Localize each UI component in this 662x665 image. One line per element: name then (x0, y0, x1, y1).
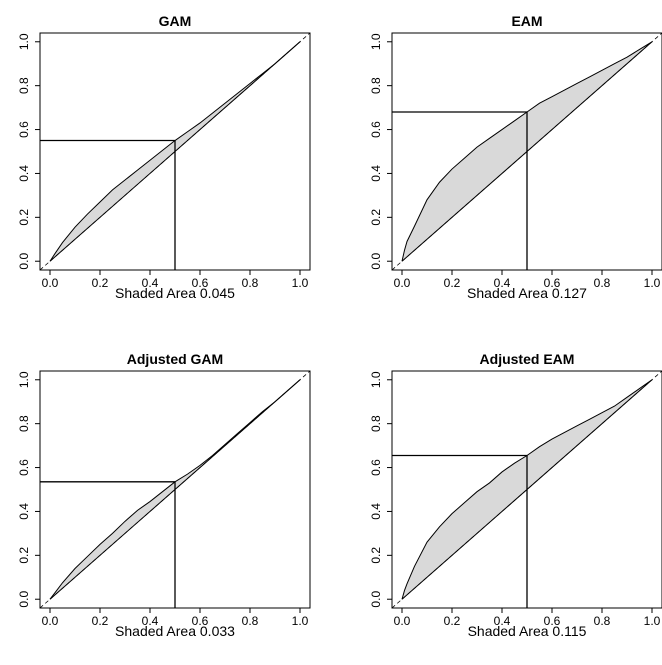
y-tick-label: 0.4 (369, 165, 383, 182)
y-tick-label: 0.0 (369, 591, 383, 608)
y-tick-label: 0.4 (369, 503, 383, 520)
x-tick-label: 0.2 (92, 276, 109, 290)
x-tick-label: 1.0 (292, 276, 309, 290)
x-tick-label: 0.8 (242, 276, 259, 290)
curve-line (401, 41, 653, 262)
plot-frame (391, 370, 662, 609)
panel-title: Adjusted GAM (127, 351, 223, 367)
y-tick-label: 0.2 (369, 547, 383, 564)
panel-adjusted-gam: Adjusted GAM Shaded Area 0.033 0.0 0.2 0.4… (17, 351, 311, 639)
y-tick-label: 0.2 (17, 547, 31, 564)
reference-dashed-line (39, 32, 311, 271)
x-tick-label: 0.4 (494, 276, 511, 290)
y-tick-label: 0.6 (369, 459, 383, 476)
y-tick-label: 0.6 (17, 121, 31, 138)
x-tick-label: 0.0 (42, 276, 59, 290)
curve-line (401, 379, 653, 600)
y-tick-label: 1.0 (17, 371, 31, 388)
panel-eam: EAM Shaded Area 0.127 0.0 0.2 0.4 0.6 0.8 1.0… (369, 13, 662, 301)
panel-adjusted-eam: Adjusted EAM Shaded Area 0.115 0.0 0.2 0.4… (369, 351, 662, 639)
y-tick-label: 0.8 (369, 77, 383, 94)
y-tick-label: 0.4 (17, 503, 31, 520)
y-tick-label: 0.0 (17, 253, 31, 270)
x-tick-label: 1.0 (292, 614, 309, 628)
x-axis-label: Shaded Area 0.127 (467, 285, 587, 301)
x-tick-label: 0.6 (544, 614, 561, 628)
panel-gam: GAM Shaded Area 0.045 0.0 0.2 0.4 0.6 0.8 1.0… (17, 13, 311, 301)
x-tick-label: 0.4 (142, 614, 159, 628)
y-tick-label: 1.0 (369, 33, 383, 50)
x-tick-label: 0.4 (494, 614, 511, 628)
x-axis-label: Shaded Area 0.115 (468, 623, 587, 639)
x-tick-label: 0.0 (394, 276, 411, 290)
plot-frame (391, 32, 662, 271)
x-tick-label: 0.2 (92, 614, 109, 628)
y-tick-label: 0.0 (369, 253, 383, 270)
x-axis-label: Shaded Area 0.045 (115, 285, 235, 301)
plot-frame (39, 370, 311, 609)
x-tick-label: 0.8 (242, 614, 259, 628)
curve-line (49, 379, 301, 600)
y-tick-label: 1.0 (369, 371, 383, 388)
x-tick-label: 1.0 (644, 276, 661, 290)
x-tick-label: 0.6 (192, 276, 209, 290)
panel-title: EAM (511, 13, 542, 29)
x-tick-label: 0.8 (594, 614, 611, 628)
reference-dashed-line (391, 32, 662, 271)
x-tick-label: 1.0 (644, 614, 661, 628)
reference-dashed-line (39, 370, 311, 609)
y-tick-label: 0.2 (369, 209, 383, 226)
y-tick-label: 0.6 (369, 121, 383, 138)
plot-frame (39, 32, 311, 271)
panel-title: Adjusted EAM (480, 351, 575, 367)
reference-dashed-line (391, 370, 662, 609)
y-tick-label: 0.8 (17, 77, 31, 94)
x-tick-label: 0.0 (394, 614, 411, 628)
panel-title: GAM (159, 13, 192, 29)
y-tick-label: 0.0 (17, 591, 31, 608)
y-tick-label: 0.6 (17, 459, 31, 476)
x-tick-label: 0.4 (142, 276, 159, 290)
x-tick-label: 0.6 (192, 614, 209, 628)
x-tick-label: 0.0 (42, 614, 59, 628)
x-tick-label: 0.2 (444, 614, 461, 628)
x-tick-label: 0.6 (544, 276, 561, 290)
y-tick-label: 0.8 (17, 415, 31, 432)
y-tick-label: 0.2 (17, 209, 31, 226)
x-tick-label: 0.8 (594, 276, 611, 290)
y-tick-label: 1.0 (17, 33, 31, 50)
y-tick-label: 0.8 (369, 415, 383, 432)
x-axis-label: Shaded Area 0.033 (115, 623, 235, 639)
x-tick-label: 0.2 (444, 276, 461, 290)
y-tick-label: 0.4 (17, 165, 31, 182)
curve-line (49, 41, 301, 262)
